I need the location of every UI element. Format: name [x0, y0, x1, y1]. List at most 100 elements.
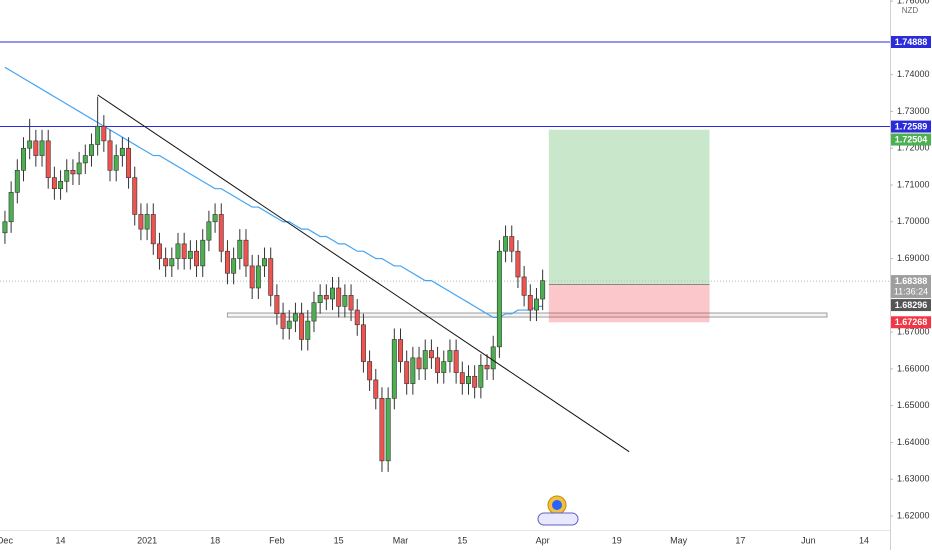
- candle-body: [27, 140, 33, 149]
- y-tick-label: 1.76000: [897, 0, 930, 5]
- price-label-bg: [891, 316, 931, 329]
- candle-body: [144, 214, 150, 230]
- candle-body: [496, 250, 502, 348]
- candle-body: [113, 155, 119, 171]
- y-tick-label: 1.70000: [897, 216, 930, 226]
- candle-body: [58, 181, 64, 189]
- price-label-bg: [891, 120, 931, 133]
- candle-body: [453, 350, 459, 373]
- candle-body: [323, 295, 329, 300]
- candle-body: [218, 214, 224, 252]
- candle-body: [224, 250, 230, 274]
- candle-body: [478, 364, 484, 388]
- candle-body: [107, 140, 113, 171]
- candle-body: [472, 375, 478, 388]
- price-label-bg: [891, 299, 931, 312]
- candle-body: [14, 169, 20, 193]
- candle-body: [119, 147, 125, 156]
- x-tick-label: Jun: [801, 535, 816, 545]
- trendline: [97, 94, 630, 453]
- candle-body: [503, 236, 509, 252]
- candle-body: [459, 372, 465, 384]
- candle-body: [336, 287, 342, 307]
- x-tick-label: 2021: [137, 535, 157, 545]
- candle-body: [398, 339, 403, 362]
- currency-label: NZD: [902, 6, 919, 15]
- candle-body: [76, 162, 82, 175]
- candle-body: [299, 313, 305, 340]
- candle-body: [8, 192, 14, 223]
- candle-body: [354, 309, 360, 326]
- candle-body: [21, 147, 26, 171]
- candle-body: [163, 258, 169, 267]
- event-strip: [537, 512, 579, 526]
- candle-body: [515, 250, 521, 278]
- y-tick-label: 1.66000: [897, 363, 930, 373]
- candle-body: [521, 276, 527, 296]
- moving-average: [4, 66, 543, 319]
- candle-body: [447, 350, 453, 362]
- candle-body: [51, 177, 57, 189]
- candle-body: [509, 236, 515, 252]
- candle-body: [373, 379, 379, 399]
- countdown: 11:36:24: [894, 286, 928, 296]
- x-tick-label: 19: [612, 535, 622, 545]
- support-zone: [226, 312, 828, 318]
- candle-body: [527, 295, 533, 311]
- price-label-bg: [891, 275, 931, 299]
- candle-body: [305, 320, 311, 340]
- candle-body: [126, 147, 132, 178]
- candle-body: [441, 361, 447, 373]
- event-flag: [552, 500, 562, 510]
- candle-body: [286, 320, 292, 329]
- candle-body: [342, 295, 348, 307]
- x-tick-label: 14: [859, 535, 869, 545]
- y-tick-label: 1.62000: [897, 510, 930, 520]
- candle-body: [150, 214, 156, 245]
- candle-body: [391, 339, 397, 399]
- y-tick-label: 1.71000: [897, 179, 930, 189]
- price-label: 1.67268: [895, 317, 928, 327]
- candle-body: [132, 177, 138, 215]
- candle-body: [379, 398, 385, 462]
- candle-body: [490, 346, 496, 370]
- candle-body: [534, 298, 539, 311]
- candle-body: [317, 295, 323, 303]
- candle-body: [422, 350, 428, 370]
- y-tick-label: 1.67000: [897, 326, 930, 336]
- candle-body: [156, 243, 162, 259]
- x-tick-label: Feb: [269, 535, 285, 545]
- candle-body: [187, 250, 193, 259]
- price-label: 1.74888: [895, 37, 928, 47]
- y-tick-label: 1.72000: [897, 143, 930, 153]
- candle-body: [416, 357, 422, 370]
- candle-body: [212, 214, 218, 223]
- candle-body: [292, 313, 298, 322]
- candle-body: [435, 357, 441, 373]
- candle-body: [280, 313, 286, 329]
- x-tick-label: Dec: [0, 535, 13, 545]
- price-label: 1.68388: [895, 276, 928, 286]
- candle-body: [95, 125, 101, 145]
- candle-body: [175, 243, 181, 259]
- y-tick-label: 1.73000: [897, 106, 930, 116]
- x-tick-label: 18: [210, 535, 220, 545]
- candle-body: [360, 324, 366, 362]
- y-tick-label: 1.69000: [897, 253, 930, 263]
- candle-body: [45, 140, 51, 178]
- candle-body: [138, 214, 144, 230]
- candle-body: [200, 239, 206, 267]
- candle-body: [89, 144, 94, 156]
- y-tick-label: 1.65000: [897, 400, 930, 410]
- candle-body: [274, 295, 280, 315]
- candle-body: [540, 280, 546, 300]
- candle-body: [410, 357, 416, 384]
- candle-body: [255, 265, 261, 289]
- candle-body: [64, 169, 70, 182]
- candle-body: [466, 375, 471, 384]
- x-tick-label: May: [670, 535, 688, 545]
- events-icon: [537, 495, 579, 526]
- candle-body: [348, 295, 354, 311]
- price-label: 1.72504: [895, 134, 928, 144]
